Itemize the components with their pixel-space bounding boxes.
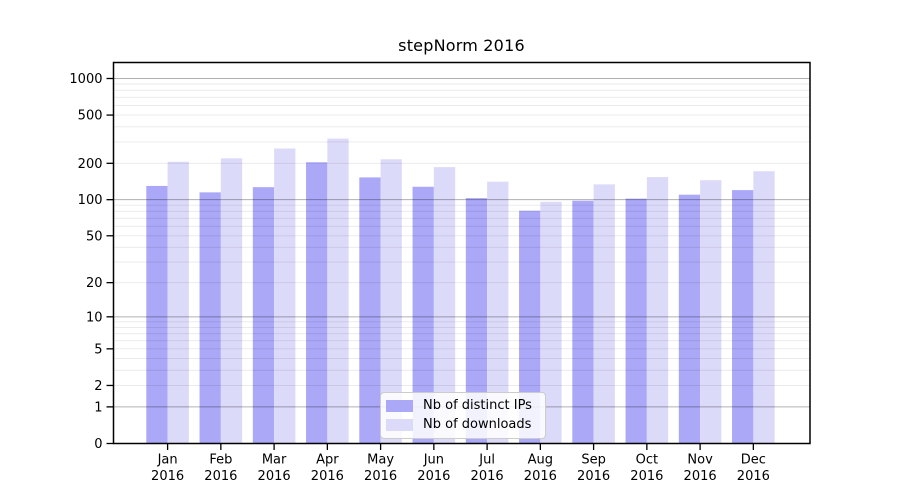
y-tick-label: 2: [94, 379, 102, 394]
y-tick-label: 1: [94, 400, 102, 415]
x-tick-label: Feb 2016: [204, 453, 237, 485]
bar-downloads-apr: [327, 138, 349, 444]
y-tick-label: 0: [94, 437, 102, 452]
bar-distinct-ips-jun: [412, 186, 434, 444]
bar-distinct-ips-oct: [625, 198, 647, 444]
legend-swatch-downloads-icon: [386, 418, 413, 431]
bar-downloads-jun: [433, 167, 456, 444]
x-tick-label: Jan 2016: [151, 453, 184, 485]
bar-distinct-ips-jul: [465, 198, 488, 444]
legend-label-downloads: Nb of downloads: [423, 417, 532, 432]
bar-downloads-aug: [540, 201, 562, 444]
x-tick-label: Oct 2016: [630, 453, 663, 485]
chart-title: stepNorm 2016: [398, 36, 525, 55]
plot-border: [112, 61, 811, 445]
y-tick-label: 200: [78, 157, 103, 172]
x-tick-label: Sep 2016: [577, 453, 610, 485]
x-tick-label: May 2016: [364, 453, 397, 485]
bar-downloads-jul: [487, 181, 509, 444]
legend-item-downloads: Nb of downloads: [386, 417, 536, 432]
bar-downloads-may: [380, 159, 402, 444]
legend-item-distinct-ips: Nb of distinct IPs: [386, 398, 536, 413]
x-tick-label: Apr 2016: [311, 453, 344, 485]
y-tick-label: 5: [94, 342, 102, 357]
bar-distinct-ips-jan: [146, 185, 168, 444]
bar-distinct-ips-may: [359, 177, 381, 444]
y-tick-label: 50: [86, 229, 103, 244]
bar-distinct-ips-apr: [306, 162, 328, 444]
y-tick-label: 10: [86, 310, 103, 325]
legend-swatch-distinct-ips-icon: [386, 399, 413, 412]
bar-distinct-ips-sep: [572, 200, 594, 444]
bar-downloads-jan: [167, 161, 189, 444]
bar-distinct-ips-nov: [678, 194, 701, 444]
x-tick-label: Nov 2016: [684, 453, 717, 485]
bar-downloads-sep: [593, 184, 615, 444]
bar-downloads-oct: [646, 177, 669, 444]
x-tick-label: Jul 2016: [471, 453, 504, 485]
bar-downloads-dec: [753, 171, 775, 444]
y-tick-label: 500: [78, 109, 103, 124]
bar-downloads-feb: [220, 158, 243, 444]
y-tick-label: 100: [78, 193, 103, 208]
legend-label-distinct-ips: Nb of distinct IPs: [423, 398, 532, 413]
y-tick-label: 20: [86, 276, 103, 291]
bar-distinct-ips-aug: [519, 210, 541, 444]
legend: Nb of distinct IPs Nb of downloads: [380, 392, 546, 439]
x-tick-label: Jun 2016: [417, 453, 450, 485]
x-tick-label: Mar 2016: [258, 453, 291, 485]
x-tick-label: Aug 2016: [524, 453, 557, 485]
bar-distinct-ips-mar: [252, 187, 275, 444]
bar-downloads-mar: [274, 148, 296, 444]
bar-distinct-ips-dec: [732, 190, 754, 444]
x-tick-label: Dec 2016: [737, 453, 770, 485]
y-tick-label: 1000: [69, 72, 102, 87]
bar-downloads-nov: [700, 180, 722, 444]
bar-distinct-ips-feb: [199, 192, 221, 444]
